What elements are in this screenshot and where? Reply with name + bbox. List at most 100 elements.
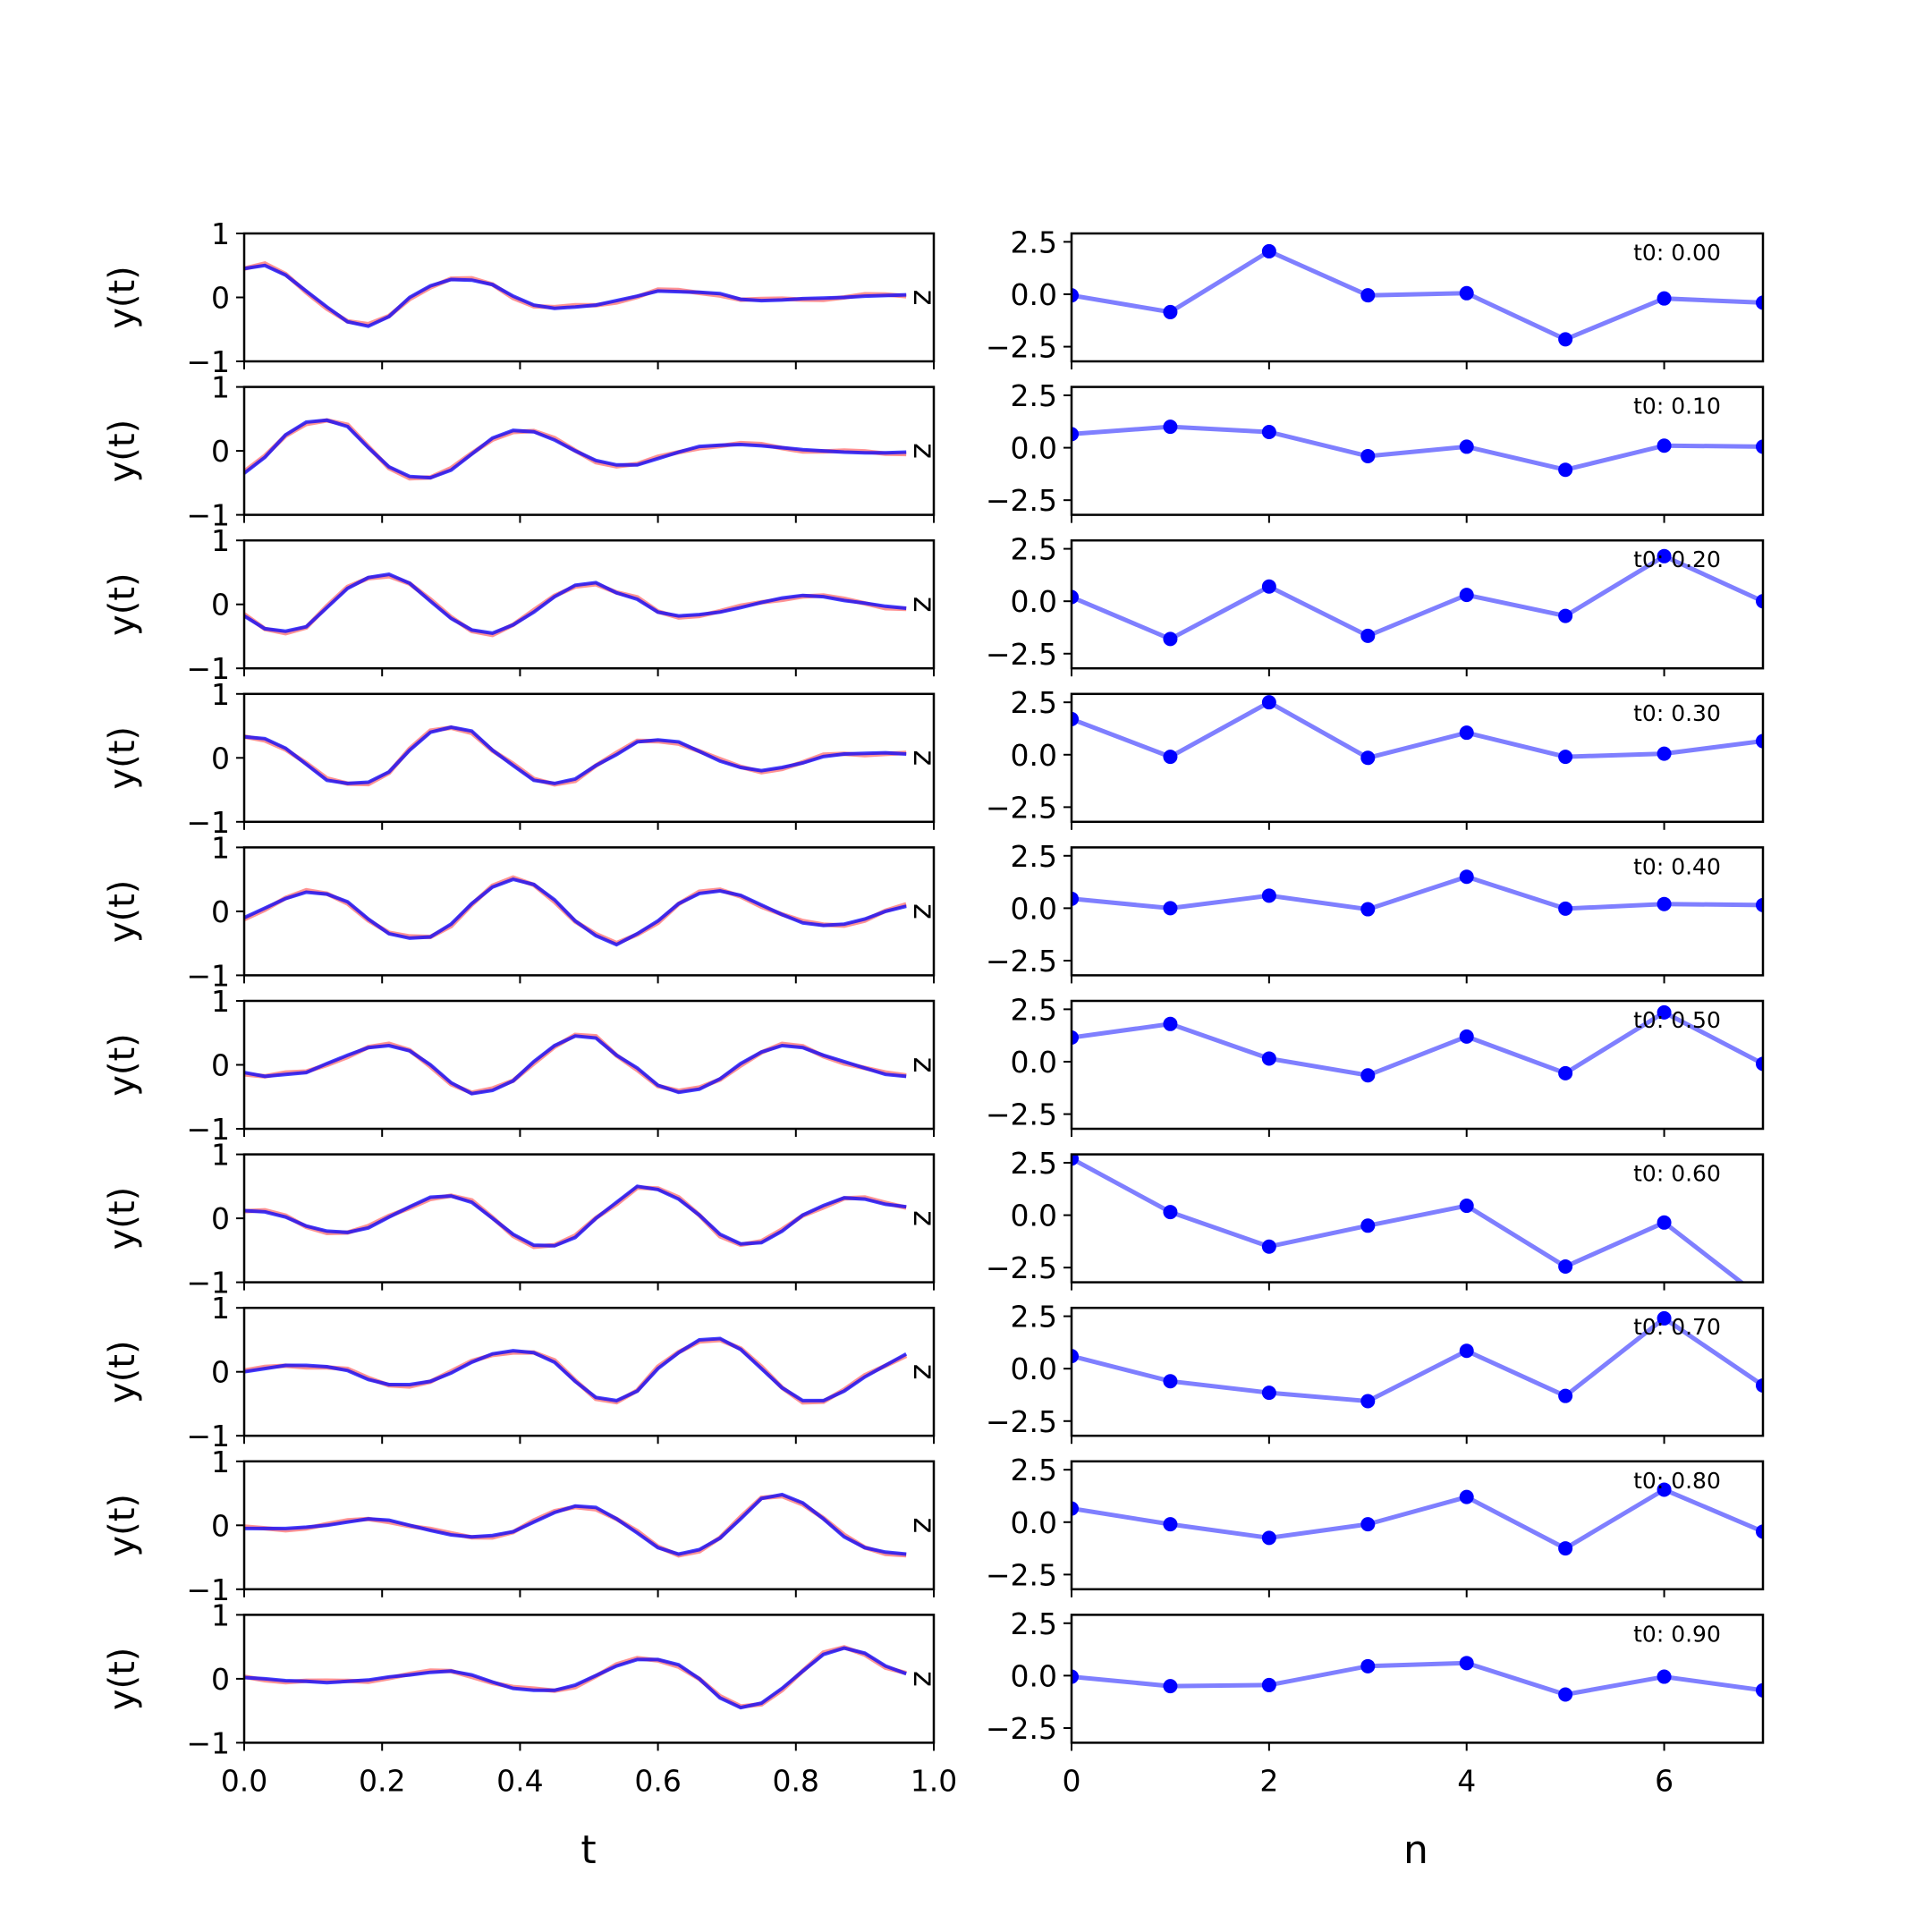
data-point: [1072, 1349, 1079, 1364]
left-subplot-5: −1 0 1 y(t) z: [102, 984, 942, 1147]
data-point: [1657, 1215, 1672, 1230]
right-subplot-frame: [1070, 1306, 1765, 1437]
series-line: [1072, 424, 1763, 472]
data-point: [1072, 427, 1079, 442]
left-subplot-0: −1 0 1 y(t) z: [102, 216, 942, 379]
data-point: [1360, 1068, 1376, 1083]
right-x-tick-label: 2: [1259, 1763, 1278, 1798]
left-y-tick-label: 0: [211, 1201, 230, 1236]
data-point: [1657, 746, 1672, 761]
right-y-tick-label: 2.5: [1011, 1300, 1057, 1335]
prediction-line: [244, 1034, 907, 1096]
data-point: [1657, 1482, 1672, 1497]
left-subplot-7: −1 0 1 y(t) z: [102, 1291, 942, 1453]
data-point: [1360, 628, 1376, 643]
data-point: [1261, 243, 1276, 258]
series-line: [1072, 874, 1763, 912]
left-x-tick-label: 0.8: [773, 1763, 819, 1798]
data-point: [1163, 631, 1178, 647]
right-subplot-frame: [1070, 1460, 1765, 1591]
prediction-line: [244, 1336, 908, 1402]
data-point: [1756, 295, 1763, 310]
right-subplot-3: 2.5 0.0 −2.5 t0: 0.30: [986, 685, 1765, 830]
data-point: [1558, 1388, 1573, 1403]
data-point: [1459, 1656, 1474, 1671]
right-y-tick-label: 2.5: [1011, 1146, 1057, 1181]
right-y-tick-label: 0.0: [1011, 1658, 1057, 1693]
left-y-tick-label: −1: [186, 1266, 230, 1301]
left-y-tick-label: −1: [186, 344, 230, 379]
left-y-axis-label: y(t): [102, 1187, 143, 1250]
data-point: [1459, 1343, 1474, 1359]
right-y-tick-label: 2.5: [1011, 685, 1057, 720]
right-subplot-frame: [1070, 846, 1765, 977]
panel-label-t0: t0: 0.70: [1633, 1314, 1721, 1340]
z-label: z: [906, 1057, 942, 1073]
data-point: [1756, 594, 1763, 609]
data-point: [1756, 1377, 1763, 1393]
panel-label-t0: t0: 0.50: [1633, 1007, 1721, 1033]
data-point: [1657, 896, 1672, 911]
series-line: [1072, 249, 1763, 343]
right-y-tick-label: −2.5: [986, 1250, 1057, 1285]
data-point: [1360, 902, 1376, 917]
left-y-axis-label: y(t): [102, 419, 143, 483]
right-y-tick-label: 2.5: [1011, 225, 1057, 259]
left-subplot-1: −1 0 1 y(t) z: [102, 370, 942, 533]
z-label: z: [906, 1364, 942, 1380]
z-label: z: [906, 443, 942, 459]
data-point: [1163, 901, 1178, 916]
left-y-tick-label: 1: [211, 677, 230, 712]
left-y-tick-label: −1: [186, 651, 230, 686]
left-y-tick-label: 1: [211, 216, 230, 251]
data-point: [1360, 1517, 1376, 1532]
data-point: [1072, 589, 1079, 605]
data-point: [1558, 1687, 1573, 1702]
series-line: [1072, 1315, 1763, 1404]
right-subplot-frame: [1070, 1153, 1765, 1284]
left-y-tick-label: 0: [211, 1355, 230, 1390]
data-point: [1756, 897, 1763, 912]
right-x-tick-label: 6: [1655, 1763, 1674, 1798]
right-y-tick-label: 0.0: [1011, 891, 1057, 926]
z-label: z: [906, 1517, 942, 1533]
data-point: [1360, 750, 1376, 766]
left-x-tick-label: 0.2: [359, 1763, 405, 1798]
left-y-axis-label: y(t): [102, 1494, 143, 1557]
right-y-tick-label: −2.5: [986, 790, 1057, 825]
panel-label-t0: t0: 0.30: [1633, 700, 1721, 726]
left-y-axis-label: y(t): [102, 572, 143, 636]
series-line: [1072, 1660, 1763, 1698]
right-subplot-5: 2.5 0.0 −2.5 t0: 0.50: [986, 992, 1765, 1137]
left-y-tick-label: 1: [211, 1597, 230, 1632]
data-point: [1261, 579, 1276, 594]
prediction-line: [244, 1492, 907, 1556]
data-point: [1261, 1677, 1276, 1692]
data-point: [1072, 288, 1079, 303]
left-y-axis-label: y(t): [102, 1033, 143, 1097]
right-x-axis-label: n: [1403, 1827, 1428, 1873]
data-point: [1657, 1004, 1672, 1020]
right-subplot-8: 2.5 0.0 −2.5 t0: 0.80: [986, 1453, 1765, 1597]
right-y-tick-label: −2.5: [986, 330, 1057, 365]
data-point: [1261, 695, 1276, 710]
data-point: [1558, 1259, 1573, 1275]
right-y-tick-label: 2.5: [1011, 1606, 1057, 1641]
z-label: z: [906, 1210, 942, 1226]
right-y-tick-label: 0.0: [1011, 1505, 1057, 1540]
right-y-tick-label: 0.0: [1011, 738, 1057, 773]
left-y-axis-label: y(t): [102, 880, 143, 944]
data-point: [1558, 608, 1573, 623]
right-subplot-frame: [1070, 538, 1765, 670]
data-point: [1261, 888, 1276, 903]
panel-label-t0: t0: 0.90: [1633, 1621, 1721, 1647]
left-y-tick-label: 0: [211, 588, 230, 623]
left-y-tick-label: −1: [186, 805, 230, 840]
left-subplot-9: −1 0 1 0.0 0.2 0.4 0.6 0.8 1.0 y(t) z: [102, 1597, 957, 1798]
left-x-tick-label: 0.0: [221, 1763, 267, 1798]
right-y-tick-label: 0.0: [1011, 584, 1057, 619]
right-y-tick-label: 2.5: [1011, 1453, 1057, 1487]
panel-label-t0: t0: 0.20: [1633, 547, 1721, 572]
data-point: [1756, 439, 1763, 454]
